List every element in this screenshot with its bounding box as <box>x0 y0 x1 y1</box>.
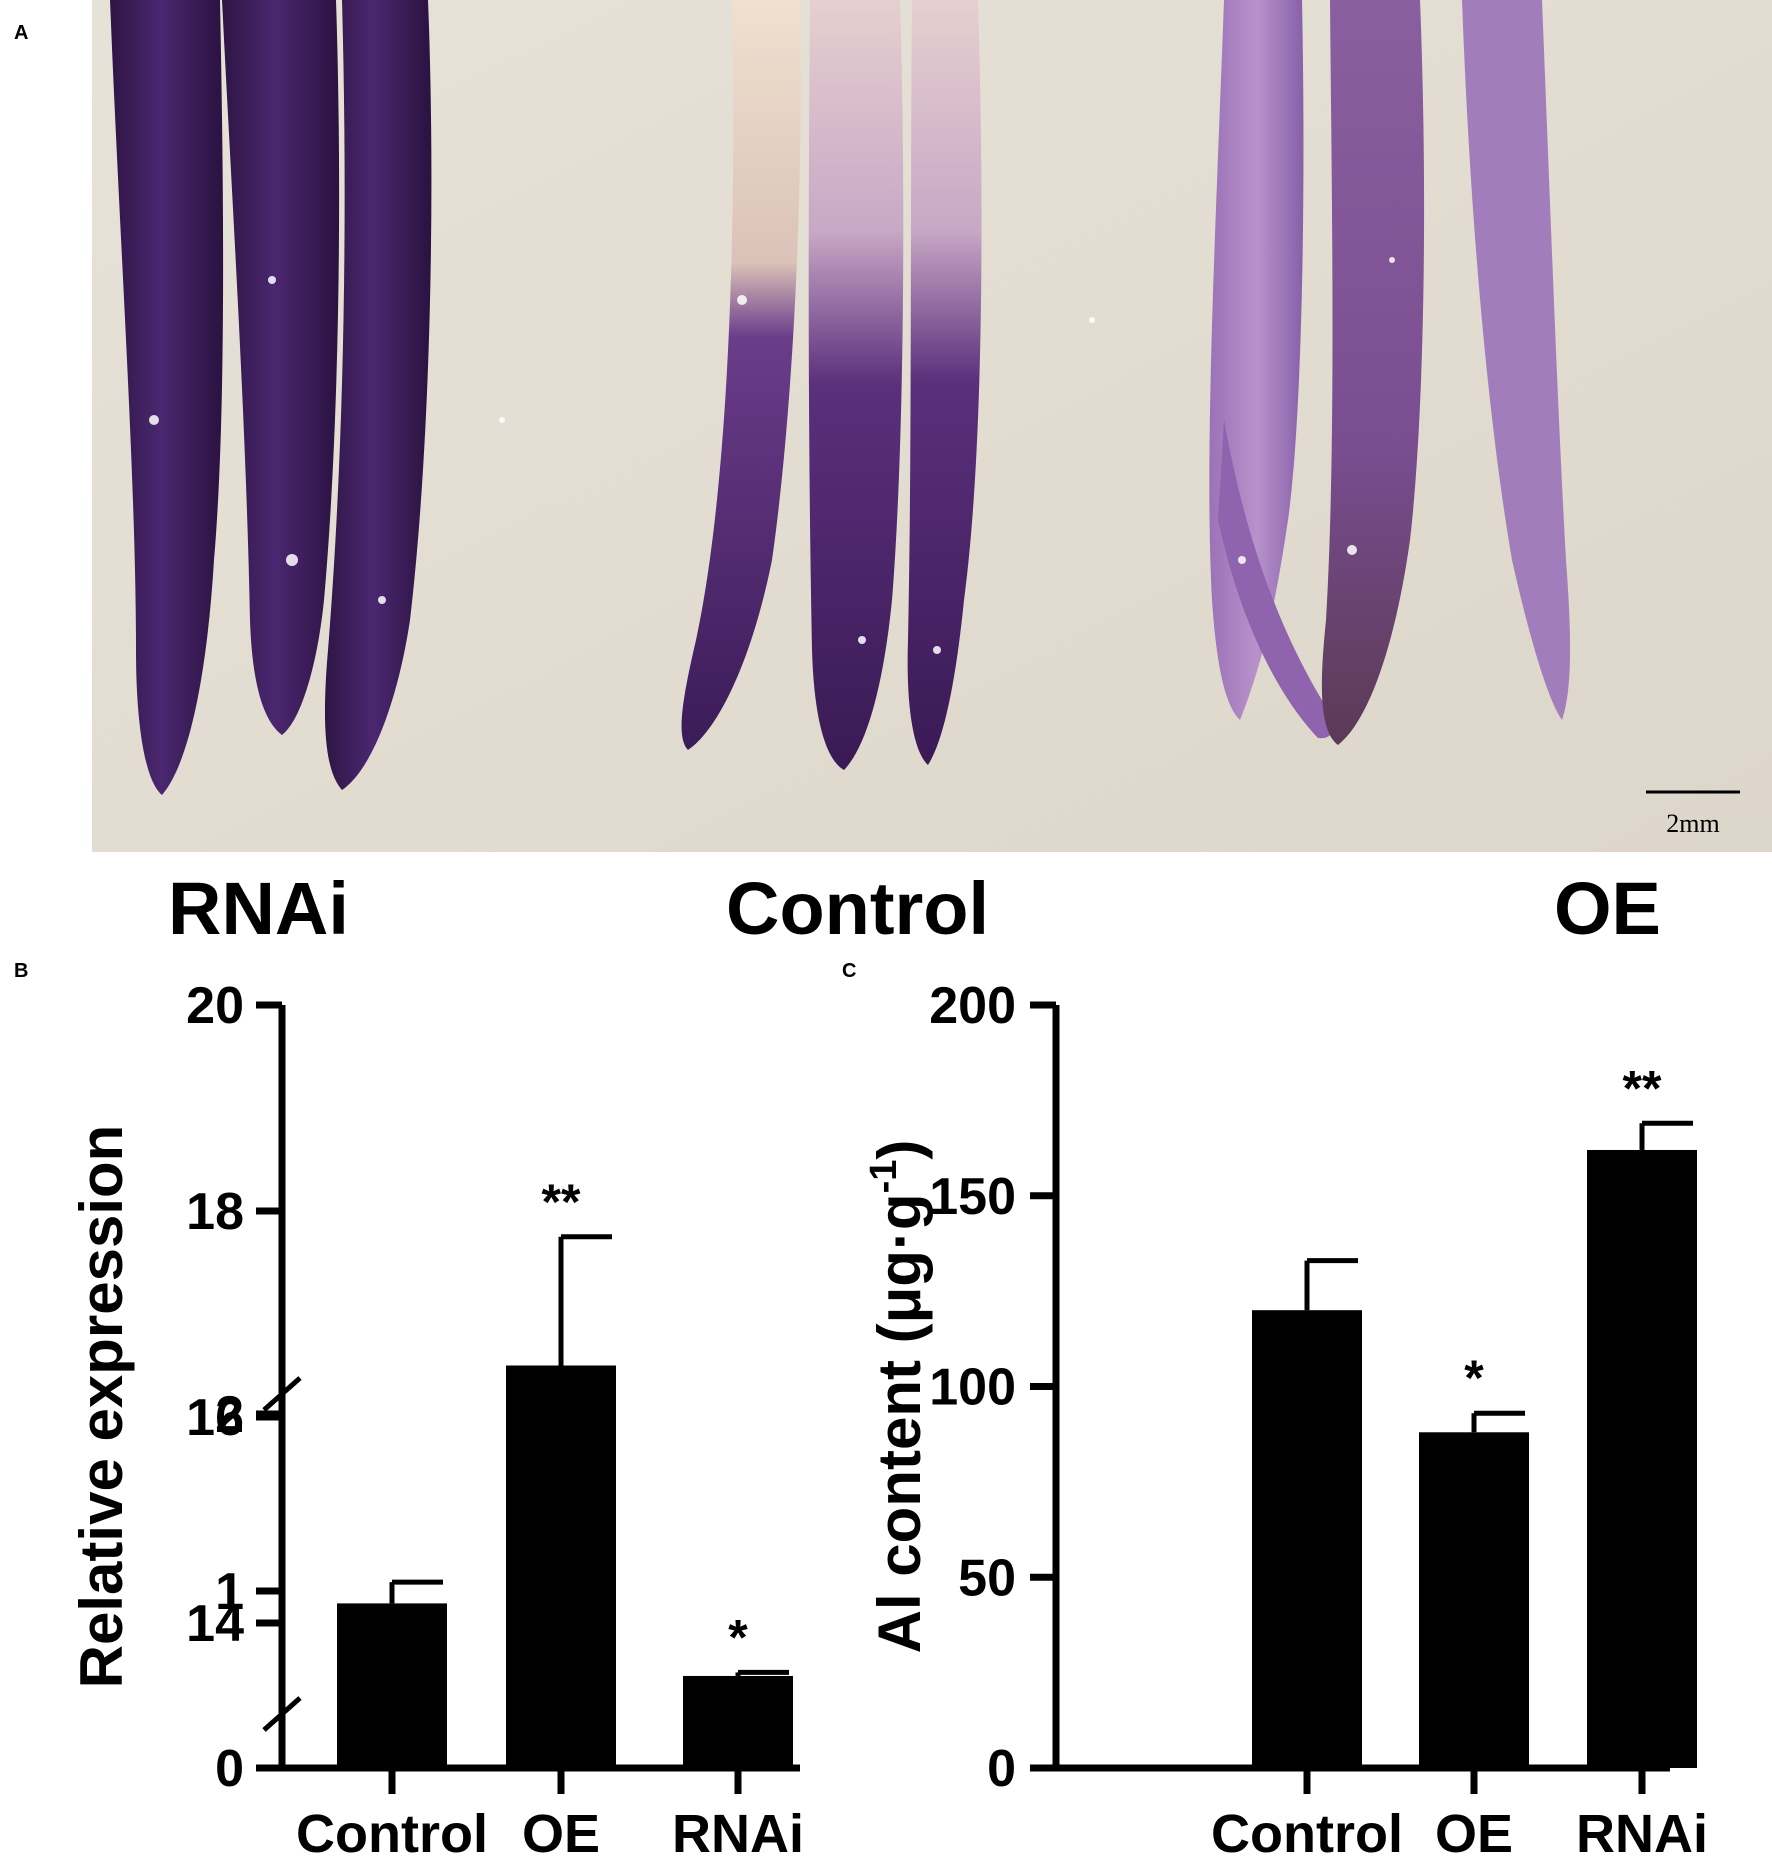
y-tick-label: 150 <box>929 1168 1016 1226</box>
bar <box>1252 1310 1362 1768</box>
root-rnai-3 <box>324 0 432 790</box>
significance-marker: ** <box>542 1174 581 1230</box>
axis-break-mark <box>262 1696 302 1732</box>
root-oe-3 <box>1462 0 1571 720</box>
panel-c-letter: C <box>842 960 857 982</box>
x-tick-label: OE <box>1435 1804 1513 1864</box>
y-tick-label: 0 <box>987 1740 1016 1798</box>
x-tick-label: Control <box>296 1804 488 1864</box>
group-label-oe: OE <box>1554 867 1661 950</box>
y-tick-label: 50 <box>958 1549 1016 1607</box>
root-oe-2 <box>1321 0 1425 745</box>
root-rnai-1 <box>110 0 224 795</box>
y-tick-label: 18 <box>186 1183 244 1241</box>
panel-a-letter: A <box>14 22 29 44</box>
bar <box>1587 1149 1697 1768</box>
significance-marker: ** <box>1623 1060 1662 1116</box>
y-tick-label: 20 <box>186 977 244 1035</box>
chart-c-al-content: 0 50 100 150 200 Al content (μg·g-1) Control * O… <box>863 977 1708 1864</box>
root-highlights <box>149 257 1395 654</box>
root-control-1 <box>681 0 801 750</box>
significance-marker: * <box>728 1609 748 1665</box>
x-tick-label: RNAi <box>672 1804 804 1864</box>
y-tick-label: 200 <box>929 977 1016 1035</box>
scale-bar-label: 2mm <box>1666 809 1719 838</box>
bar <box>337 1603 447 1768</box>
root-staining-photo: 2mm <box>92 0 1772 852</box>
root-control-3 <box>907 0 982 765</box>
root-oe-1b <box>1218 420 1334 739</box>
y-axis-title-superscript: -1 <box>863 1160 905 1194</box>
y-tick-label: 14 <box>186 1595 244 1653</box>
x-tick-label: Control <box>1211 1804 1403 1864</box>
y-axis-title-main: Al content (μg·g <box>866 1193 933 1653</box>
y-tick-label: 2 <box>215 1386 244 1444</box>
root-control-2 <box>808 0 904 770</box>
x-tick-label: RNAi <box>1576 1804 1708 1864</box>
root-rnai-2 <box>222 0 340 735</box>
y-tick-label: 0 <box>215 1740 244 1798</box>
group-label-control: Control <box>726 867 990 950</box>
group-label-rnai: RNAi <box>168 867 349 950</box>
x-tick-label: OE <box>522 1804 600 1864</box>
y-tick-label: 16 <box>186 1389 244 1447</box>
y-axis-title: Relative expression <box>68 1125 135 1689</box>
panel-b-letter: B <box>14 960 29 982</box>
bar <box>1419 1432 1529 1768</box>
bar <box>683 1675 793 1768</box>
axis-break-mark <box>262 1376 302 1412</box>
y-tick-label: 1 <box>215 1563 244 1621</box>
bar <box>506 1365 616 1702</box>
y-tick-label: 100 <box>929 1359 1016 1417</box>
significance-marker: * <box>1464 1350 1484 1406</box>
y-axis-title: Al content (μg·g-1) <box>863 1140 933 1654</box>
y-axis-title-close: ) <box>866 1140 933 1160</box>
